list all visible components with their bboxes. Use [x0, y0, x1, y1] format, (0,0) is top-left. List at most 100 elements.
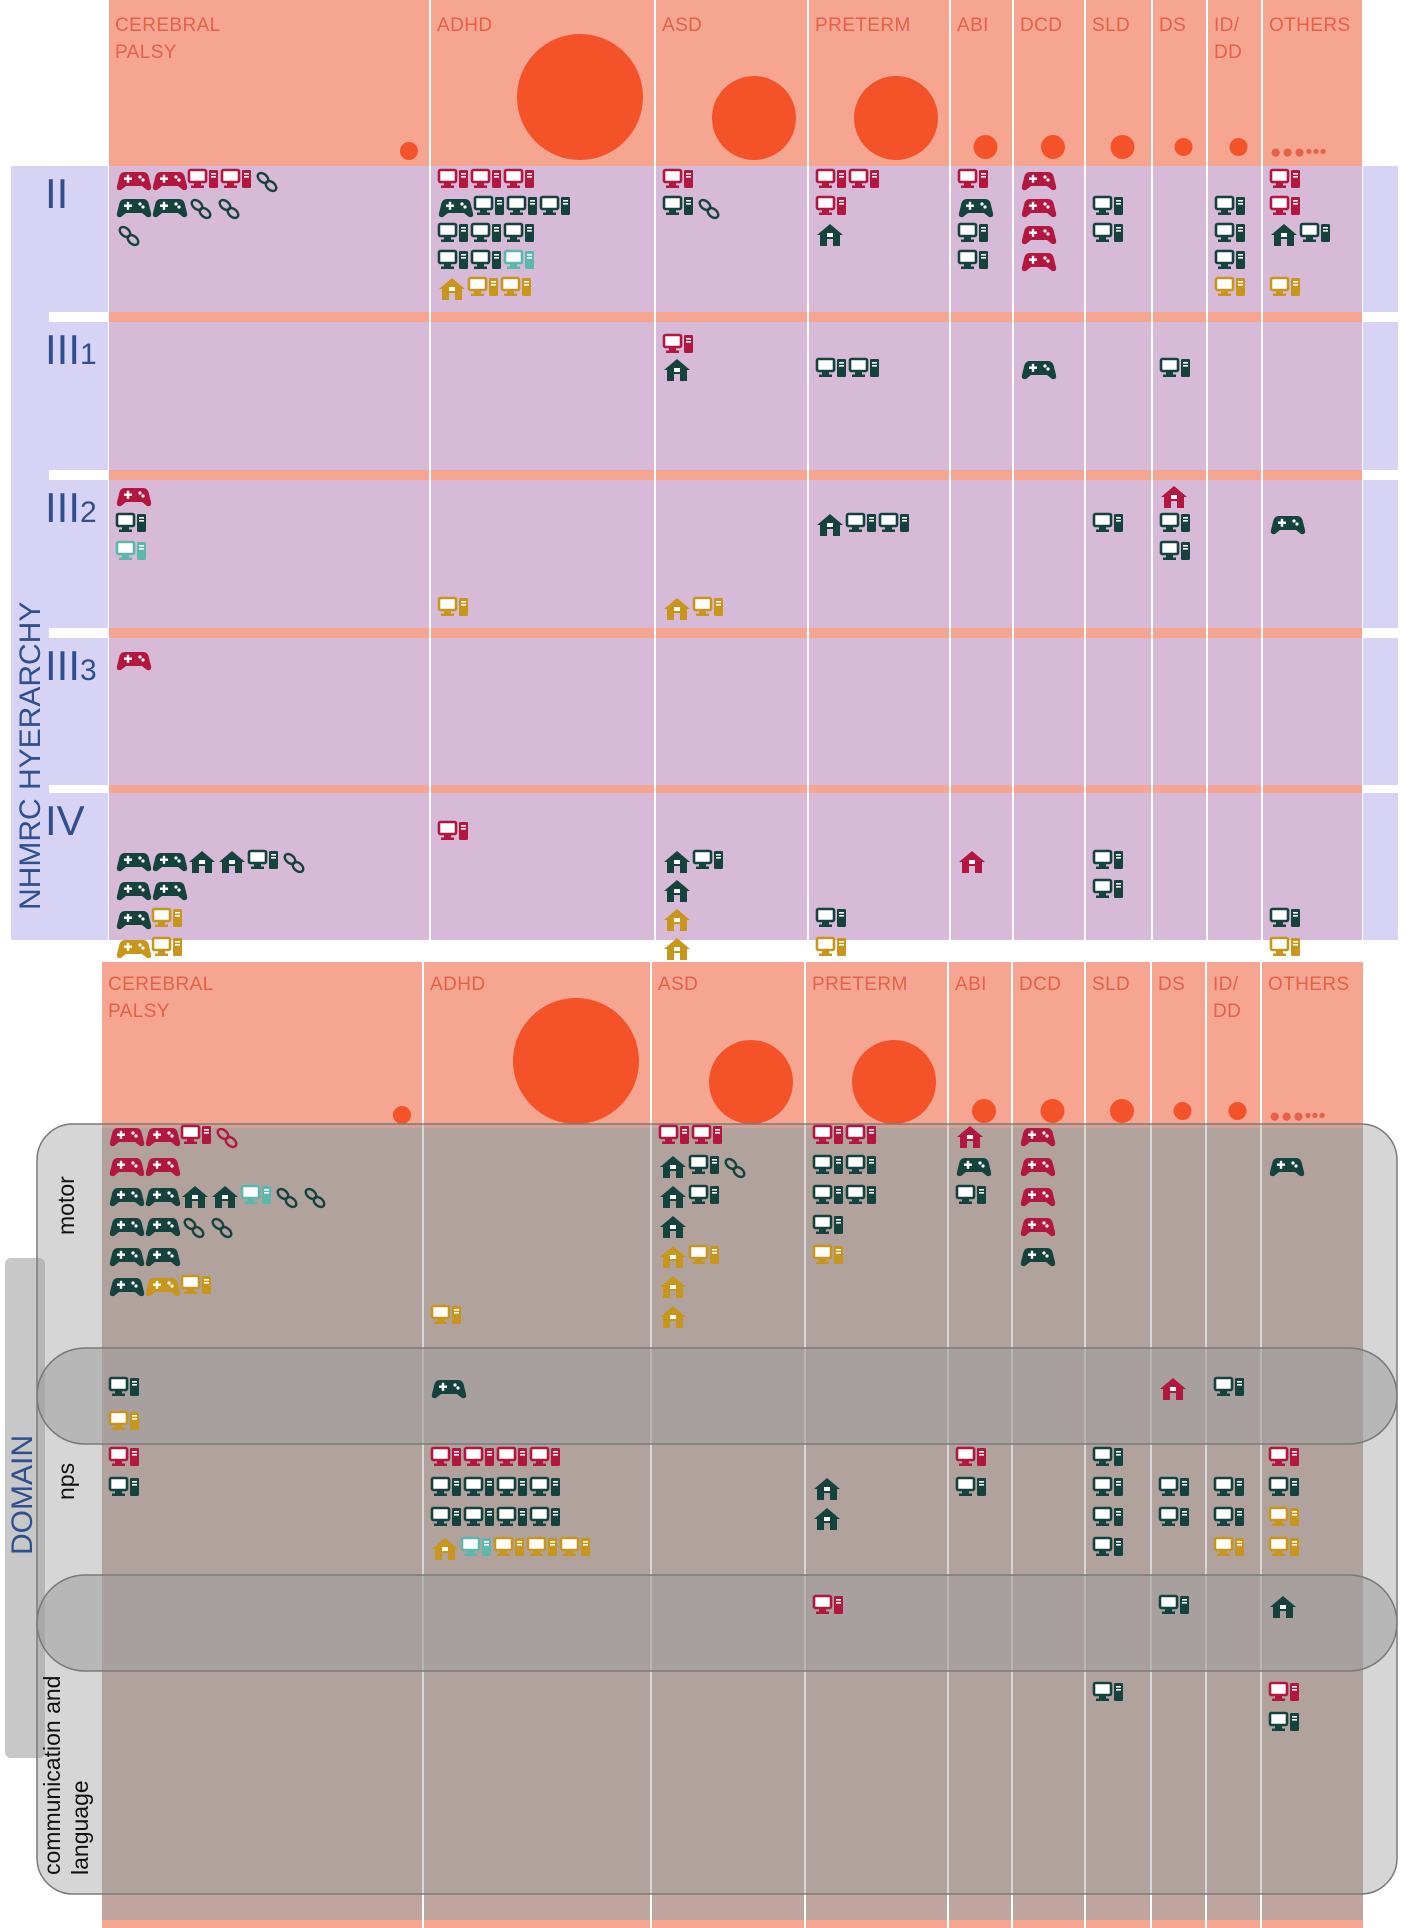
pc-base: [1273, 212, 1286, 215]
pc-monitor: [815, 168, 836, 184]
computer-icon: [812, 1154, 843, 1174]
condition-label: DCD: [1020, 15, 1062, 36]
pc-base: [816, 1261, 829, 1264]
computer-icon: [845, 1154, 876, 1174]
computer-icon: [1092, 1506, 1123, 1526]
pc-slot: [1293, 200, 1298, 202]
gamepad-icon: [116, 172, 152, 191]
gamepad-dpad: [126, 490, 130, 499]
pc-stand: [819, 1609, 826, 1612]
gamepad-body: [116, 853, 152, 872]
gamepad-button: [1042, 1131, 1046, 1135]
condition-column-header: PRETERM: [809, 0, 949, 166]
pc-base: [500, 1493, 513, 1496]
pc-base: [1162, 1493, 1175, 1496]
row-gap: [431, 470, 654, 480]
pc-slot: [1323, 230, 1328, 232]
link-icon: [724, 1157, 746, 1179]
computer-icon: [815, 195, 846, 215]
size-bubble: [1229, 138, 1248, 156]
link-ring: [312, 1195, 326, 1209]
pc-slot: [520, 1481, 525, 1483]
gamepad-body: [116, 882, 152, 901]
condition-column-header: ABI: [949, 962, 1011, 1128]
house-window: [674, 368, 680, 372]
gamepad-icon: [109, 1128, 145, 1147]
pc-monitor: [845, 1154, 866, 1170]
pc-slot: [1116, 1541, 1121, 1543]
pc-slot: [244, 173, 249, 175]
pc-stand: [1275, 1551, 1282, 1554]
pc-tower: [459, 598, 468, 616]
grid-cell: [1208, 793, 1261, 940]
pc-stand: [1275, 1461, 1282, 1464]
pc-slot: [1237, 1481, 1242, 1483]
gamepad-body: [145, 1188, 181, 1207]
level-label-cell: [49, 322, 108, 470]
pc-slot: [1293, 915, 1298, 917]
computer-icon: [503, 249, 534, 269]
size-bubble: [852, 1040, 936, 1124]
pc-slot: [461, 254, 466, 256]
pc-base: [1303, 239, 1316, 242]
pc-slot: [132, 1381, 137, 1383]
grid-cell: [1014, 322, 1084, 470]
pc-slot: [869, 1132, 874, 1134]
pc-base: [1273, 293, 1286, 296]
pc-base: [666, 350, 679, 353]
gamepad-button: [138, 491, 142, 495]
link-icon: [183, 1217, 205, 1239]
link-ring: [191, 1225, 205, 1239]
row-gap: [1153, 470, 1206, 480]
pc-slot: [836, 1222, 841, 1224]
pc-stand: [437, 1491, 444, 1494]
pc-stand: [115, 1391, 122, 1394]
gamepad-button: [983, 205, 987, 209]
condition-label: ABI: [955, 974, 987, 995]
pc-slot: [1238, 200, 1243, 202]
pc-slot: [1292, 1454, 1297, 1456]
pc-slot: [686, 173, 691, 175]
row-gap: [109, 628, 429, 638]
pc-stand: [1276, 183, 1283, 186]
pc-tower: [137, 542, 146, 560]
pc-slot: [553, 1511, 558, 1513]
pc-base: [441, 185, 454, 188]
link-icon: [218, 198, 240, 220]
condition-label: SLD: [1092, 974, 1130, 995]
pc-tower: [485, 1478, 494, 1496]
computer-icon: [1269, 936, 1300, 956]
pc-tower: [1181, 359, 1190, 377]
pc-stand: [1276, 210, 1283, 213]
pc-stand: [510, 183, 517, 186]
pc-monitor: [1158, 1476, 1179, 1492]
pc-slot: [454, 1454, 459, 1456]
pc-slot: [839, 203, 844, 205]
pc-base: [119, 529, 132, 532]
computer-icon: [151, 936, 182, 956]
pc-slot: [454, 1481, 459, 1483]
pc-monitor: [662, 333, 683, 349]
computer-icon: [815, 936, 846, 956]
hierarchy-level-row: III 1: [45, 322, 1398, 480]
computer-icon: [1092, 1446, 1123, 1466]
pc-monitor: [1092, 878, 1113, 894]
pc-tower: [1290, 1538, 1299, 1556]
size-bubble: [1041, 135, 1065, 159]
pc-monitor: [493, 1536, 514, 1552]
gamepad-dpad: [119, 1250, 123, 1259]
house-window: [229, 860, 235, 864]
pc-slot: [550, 1544, 555, 1546]
house-icon: [219, 851, 245, 873]
grid-cell: [1153, 638, 1206, 785]
gamepad-button: [141, 859, 145, 863]
computer-icon: [526, 1536, 557, 1556]
pc-base: [533, 1493, 546, 1496]
pc-tower: [1290, 1478, 1299, 1496]
gamepad-dpad: [155, 1250, 159, 1259]
house-window: [969, 860, 975, 864]
pc-tower: [202, 1126, 211, 1144]
house-icon: [182, 1186, 208, 1208]
gamepad-button: [141, 917, 145, 921]
condition-label: PRETERM: [812, 974, 908, 995]
